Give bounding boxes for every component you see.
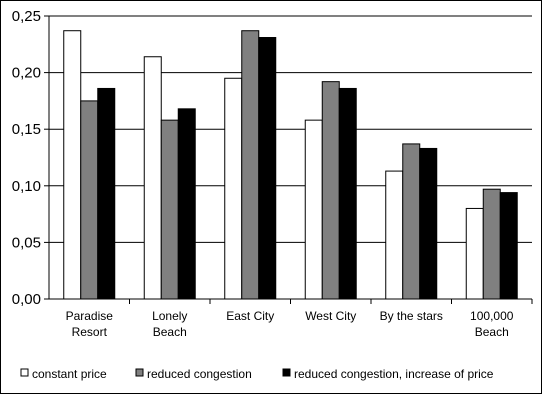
legend-label: reduced congestion, increase of price: [294, 367, 494, 381]
legend-label: constant price: [32, 367, 107, 381]
y-tick-label: 0,15: [12, 121, 41, 138]
x-tick-label: Resort: [72, 325, 108, 339]
bar: [80, 100, 99, 300]
legend-swatch: [20, 368, 29, 377]
bar: [143, 56, 162, 300]
x-tick-label: By the stars: [380, 309, 443, 323]
bar: [321, 81, 340, 300]
bar: [241, 30, 260, 300]
bar: [482, 188, 501, 300]
bar: [63, 30, 82, 300]
legend-swatch: [135, 368, 144, 377]
bar: [465, 207, 484, 300]
y-tick-label: 0,25: [12, 8, 41, 25]
x-tick-label: Beach: [153, 325, 187, 339]
bar: [338, 87, 357, 300]
x-tick-label: Paradise: [66, 309, 114, 323]
x-tick-label: Beach: [475, 325, 509, 339]
x-tick-label: Lonely: [152, 309, 187, 323]
y-tick-label: 0,10: [12, 178, 41, 195]
x-tick-label: 100,000: [470, 309, 514, 323]
bar: [499, 192, 518, 300]
legend-label: reduced congestion: [147, 367, 252, 381]
x-tick-label: West City: [305, 309, 356, 323]
y-tick-label: 0,20: [12, 65, 41, 82]
bar: [385, 170, 404, 300]
x-tick-label: East City: [226, 309, 274, 323]
bar: [160, 119, 179, 300]
bar: [224, 77, 243, 300]
legend-swatch: [282, 368, 291, 377]
bar: [258, 37, 277, 300]
y-tick-label: 0,00: [12, 291, 41, 308]
y-tick-label: 0,05: [12, 234, 41, 251]
bar: [419, 147, 438, 300]
bar: [177, 108, 196, 300]
bar: [97, 87, 116, 300]
bar: [402, 143, 421, 300]
bar: [304, 119, 323, 300]
